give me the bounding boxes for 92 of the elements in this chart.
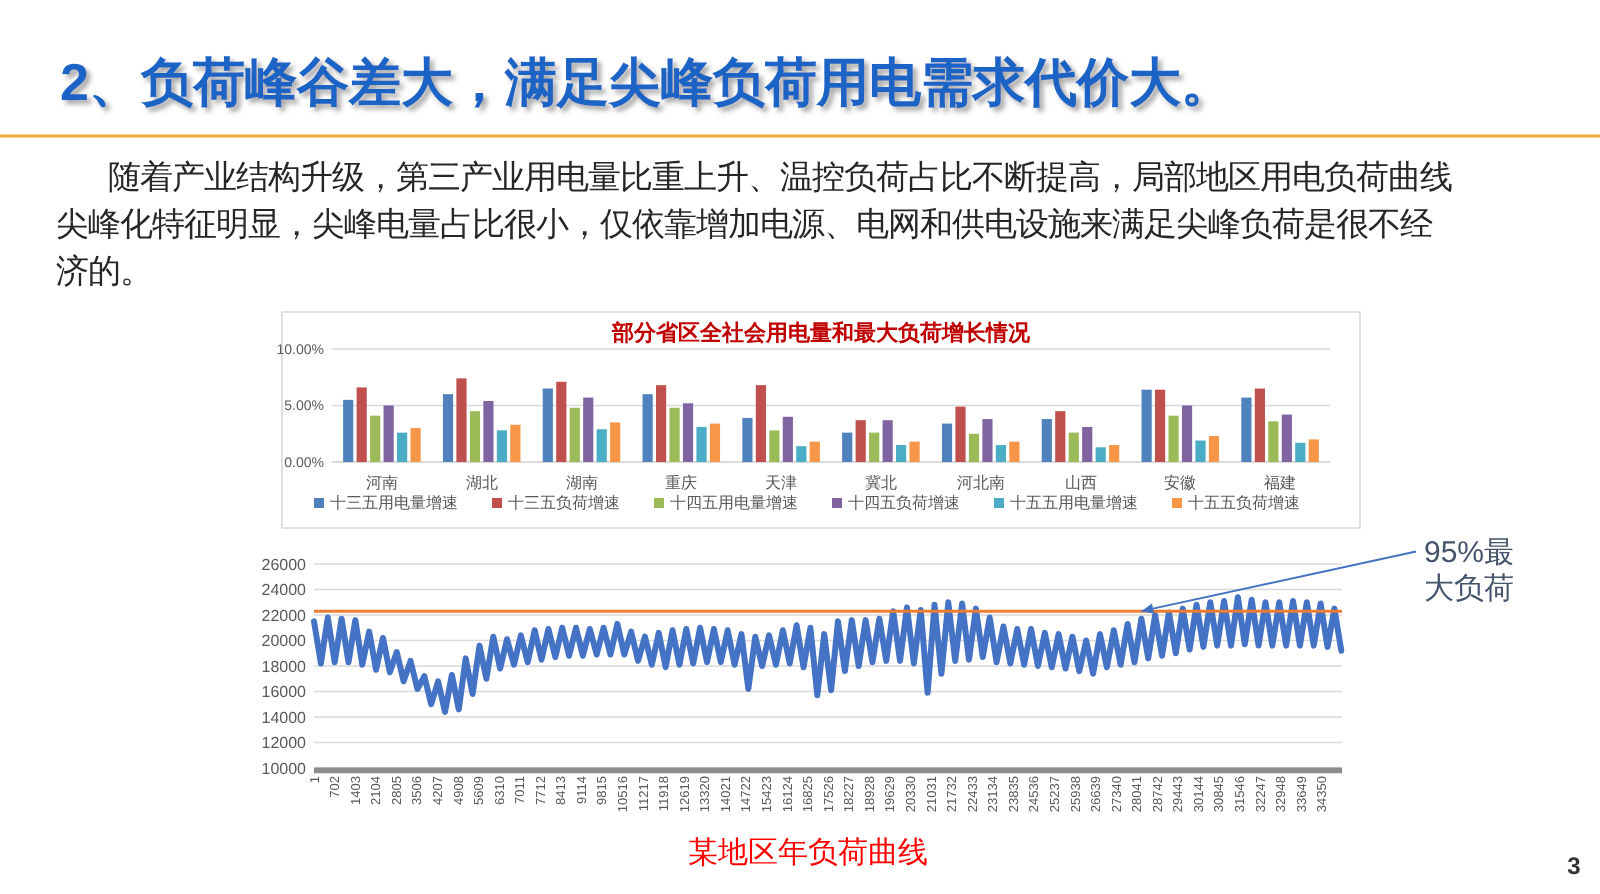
- bar: [1254, 388, 1265, 462]
- legend-label: 十五五用电量增速: [1010, 494, 1138, 512]
- bar: [855, 420, 866, 462]
- bar: [456, 378, 467, 462]
- bar: [1095, 447, 1106, 462]
- bar: [1295, 442, 1306, 462]
- bar: [955, 406, 966, 462]
- bar: [796, 446, 807, 462]
- bar: [356, 387, 367, 462]
- line-series: [311, 594, 1345, 715]
- bar: [941, 423, 953, 462]
- x-tick-label: 安徽: [1164, 474, 1197, 492]
- annotation: 95%最大负荷: [1424, 536, 1515, 606]
- x-tick-label: 福建: [1264, 474, 1297, 492]
- legend-label: 十四五用电量增速: [670, 494, 798, 512]
- bar: [1208, 436, 1220, 462]
- bar: [769, 430, 780, 462]
- legend-label: 十三五用电量增速: [330, 494, 458, 512]
- bar: [995, 445, 1006, 462]
- bar: [442, 394, 454, 462]
- bar: [755, 385, 766, 462]
- bar: [496, 430, 507, 462]
- bar: [1241, 397, 1252, 462]
- bar: [1168, 415, 1179, 462]
- x-tick-label: 冀北: [864, 474, 897, 492]
- bar: [469, 411, 481, 462]
- bar: [397, 432, 408, 462]
- bar: [370, 415, 381, 462]
- text: 3: [1567, 852, 1582, 880]
- text: 某地区年负荷曲线: [688, 836, 928, 870]
- bar: [1308, 439, 1319, 462]
- bar: [343, 399, 354, 462]
- y-tick-label: 22000: [261, 606, 308, 625]
- bar: [742, 417, 753, 462]
- bar: [1109, 445, 1120, 462]
- y-tick-label: 12000: [261, 734, 308, 753]
- bar: [982, 419, 993, 462]
- legend-label: 十五五负荷增速: [1188, 494, 1300, 512]
- text: 2、负荷峰谷差大，满足尖峰负荷用电需求代价大。: [60, 52, 1233, 112]
- bar: [410, 428, 421, 462]
- bar: [542, 388, 553, 462]
- y-tick-label: 18000: [261, 657, 308, 676]
- bar: [610, 422, 621, 462]
- bar: [1041, 419, 1052, 462]
- bar: [1055, 411, 1066, 462]
- y-tick-label: 20000: [261, 632, 308, 651]
- bar: [1082, 426, 1093, 462]
- legend-label: 十三五负荷增速: [508, 494, 620, 512]
- bar: [556, 381, 567, 462]
- x-tick-label: 河北南: [956, 474, 1005, 492]
- y-tick-label: 14000: [261, 708, 308, 727]
- bar: [656, 385, 667, 462]
- bar: [896, 445, 907, 462]
- bar: [809, 441, 820, 462]
- x-tick-label: 重庆: [665, 474, 698, 492]
- bar: [1195, 440, 1206, 462]
- bar: [968, 433, 980, 462]
- legend-label: 十四五负荷增速: [848, 494, 960, 512]
- chart-title: 部分省区全社会用电量和最大负荷增长情况: [610, 320, 1032, 346]
- bar: [1009, 441, 1020, 462]
- bar: [709, 423, 721, 462]
- y-tick-label: 16000: [261, 683, 308, 702]
- y-tick-label: 10000: [261, 759, 308, 778]
- bar: [1068, 432, 1079, 462]
- bar: [1181, 405, 1193, 462]
- bar: [596, 429, 607, 462]
- bar: [842, 432, 853, 462]
- x-tick-label: 湖南: [565, 474, 598, 492]
- bar: [642, 394, 653, 462]
- bar: [909, 441, 920, 462]
- bar: [882, 420, 893, 462]
- bar: [583, 397, 594, 462]
- y-tick-label: 26000: [261, 555, 308, 574]
- bar: [1281, 414, 1292, 462]
- x-tick-label: 天津: [765, 474, 798, 492]
- bar: [483, 400, 494, 462]
- y-tick-label: 24000: [261, 581, 308, 600]
- bar: [510, 424, 521, 462]
- text: 随着产业结构升级，第三产业用电量比重上升、温控负荷占比不断提高，局部地区用电负荷曲线尖峰化特征明显，尖峰电量占比很小，仅依靠增加电源、电网和供电设施来满足尖峰负荷是很不经济的。: [56, 160, 1452, 290]
- x-tick-label: 山西: [1064, 474, 1097, 492]
- bar: [782, 416, 793, 462]
- bar: [669, 407, 680, 462]
- bar: [696, 426, 707, 462]
- x-tick-label: 河南: [365, 474, 398, 492]
- bar: [682, 403, 694, 462]
- bar: [569, 407, 580, 462]
- bar: [869, 432, 880, 462]
- x-tick-label: 湖北: [465, 474, 498, 492]
- bar: [1268, 421, 1279, 462]
- bar: [1155, 389, 1166, 462]
- bar: [1141, 389, 1152, 462]
- bar: [383, 405, 394, 462]
